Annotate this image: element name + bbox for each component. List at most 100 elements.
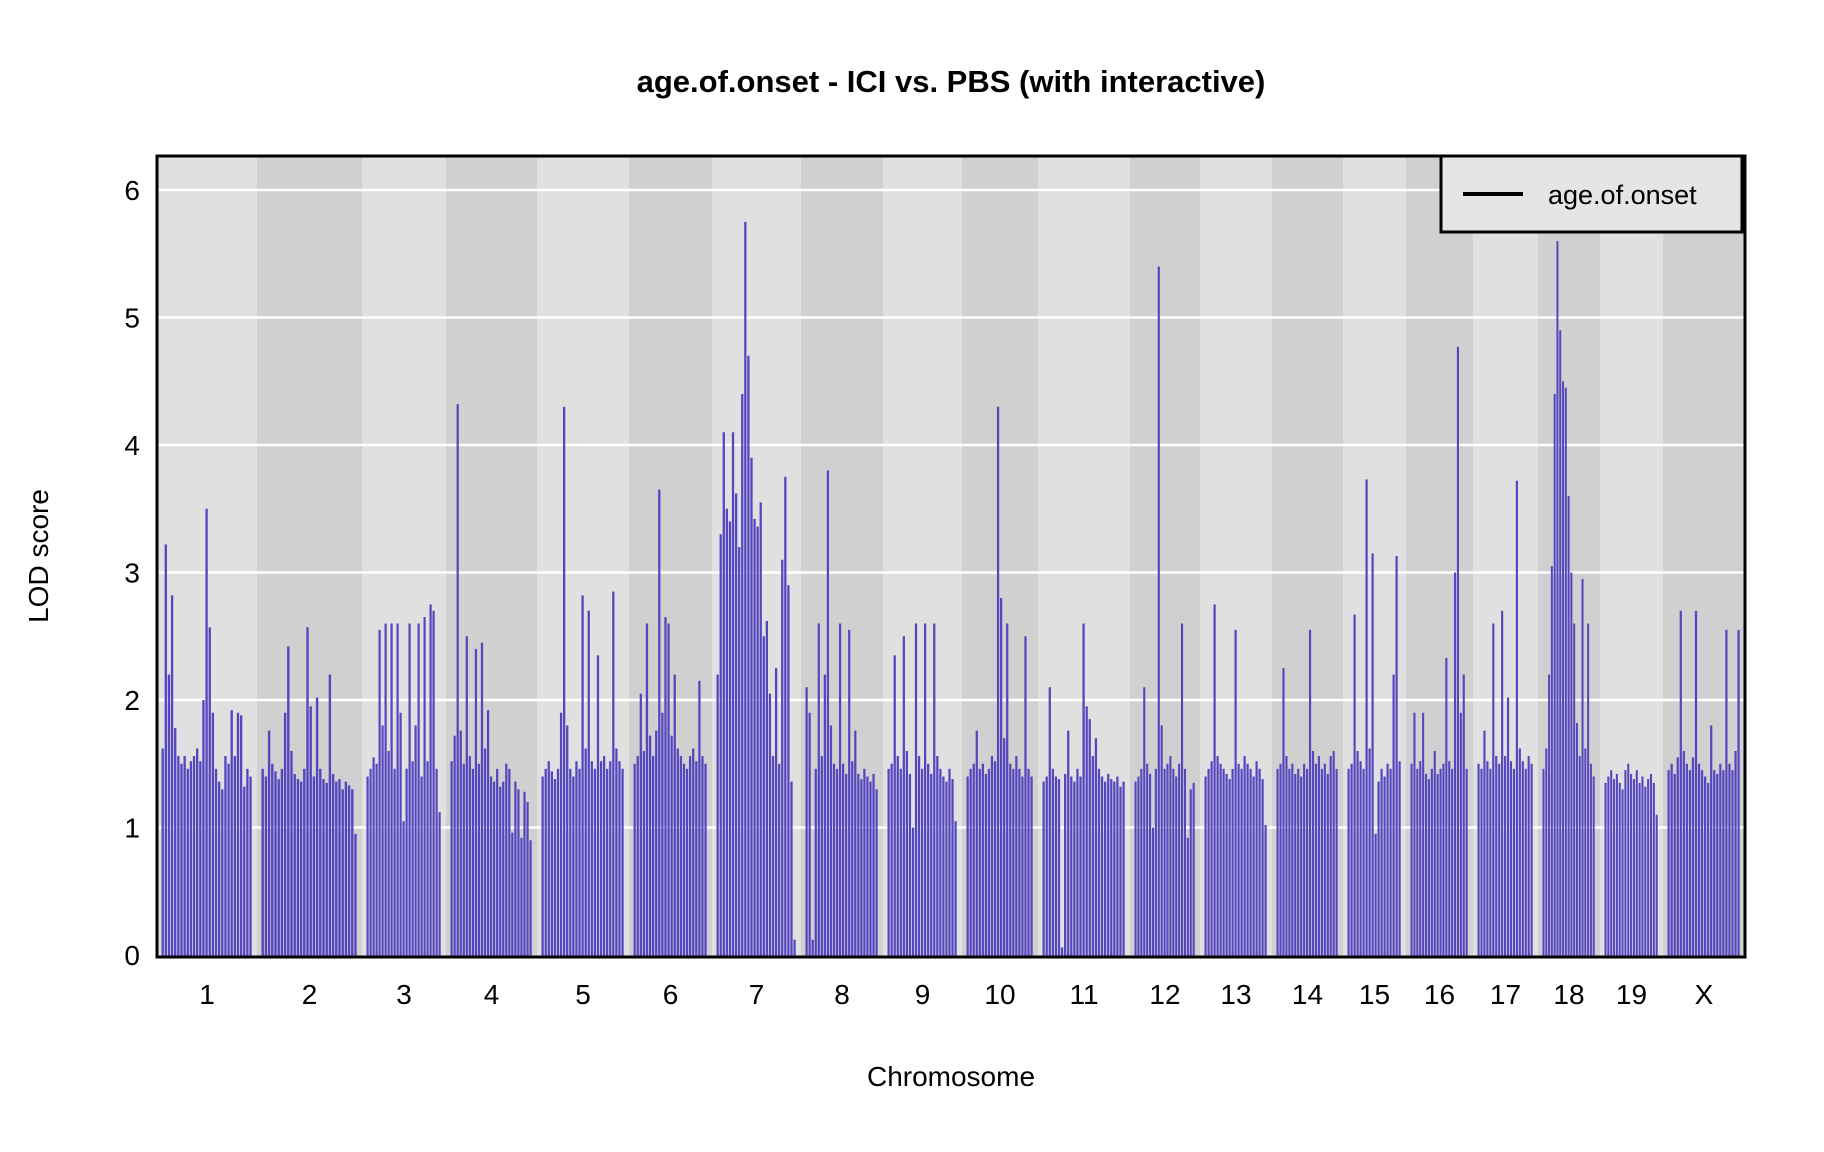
lod-bar-chr1 xyxy=(239,715,243,956)
lod-bar-chr2 xyxy=(287,646,290,956)
lod-bar-chr14 xyxy=(1335,768,1338,956)
lod-bar-chr15 xyxy=(1392,674,1395,956)
lod-bar-chr14 xyxy=(1323,763,1326,956)
lod-bar-chr13 xyxy=(1246,763,1249,956)
lod-bar-chr12 xyxy=(1192,782,1195,956)
lod-bar-chr5 xyxy=(553,779,557,956)
lod-bar-chr18 xyxy=(1548,674,1551,956)
lod-bar-chr16 xyxy=(1427,779,1430,956)
lod-bar-chr9 xyxy=(902,636,905,956)
lod-bar-chr10 xyxy=(993,761,997,956)
lod-bar-chr4 xyxy=(453,735,456,956)
y-tick-labels: 0 1 2 3 4 5 6 xyxy=(124,175,140,971)
lod-bar-chr18 xyxy=(1587,623,1590,956)
lod-bar-chr1 xyxy=(180,763,183,956)
lod-bar-chr8 xyxy=(851,761,854,956)
lod-bar-chr5 xyxy=(550,771,553,956)
lod-bar-chr6 xyxy=(689,756,692,956)
lod-bar-chr6 xyxy=(692,748,695,956)
lod-bar-chr17 xyxy=(1527,756,1530,956)
lod-bar-chr11 xyxy=(1100,776,1104,956)
lod-bar-chr13 xyxy=(1240,768,1243,956)
lod-bar-chr15 xyxy=(1368,748,1371,956)
lod-bar-chr7 xyxy=(716,674,719,956)
lod-bar-chr18 xyxy=(1573,623,1576,956)
lod-bar-chr19 xyxy=(1652,782,1655,956)
x-tick-label-7: 7 xyxy=(749,979,765,1010)
lod-bar-chr4 xyxy=(486,710,490,956)
lod-bar-chrX xyxy=(1694,610,1698,956)
lod-bar-chr17 xyxy=(1498,763,1501,956)
lod-bar-chr11 xyxy=(1051,768,1054,956)
lod-bar-chr6 xyxy=(661,712,664,956)
x-tick-labels: 1 2 3 4 5 6 7 8 9 10 11 12 13 14 15 16 17 18 19 X xyxy=(199,979,1713,1010)
lod-bar-chr3 xyxy=(402,821,405,956)
lod-bar-chr11 xyxy=(1122,781,1125,956)
lod-bar-chr3 xyxy=(372,757,375,956)
lod-bar-chrX xyxy=(1722,770,1725,956)
lod-bar-chr3 xyxy=(417,623,420,956)
lod-bar-chr13 xyxy=(1222,768,1225,956)
lod-bar-chr2 xyxy=(306,627,309,956)
lod-bar-chr13 xyxy=(1264,824,1267,956)
legend: age.of.onset xyxy=(1439,154,1744,234)
lod-bar-chr19 xyxy=(1615,773,1618,956)
lod-bar-chr13 xyxy=(1243,756,1246,956)
lod-bar-chr17 xyxy=(1512,768,1516,956)
lod-bar-chr4 xyxy=(465,636,468,956)
lod-bar-chr4 xyxy=(450,761,453,956)
lod-bar-chr4 xyxy=(526,802,529,956)
lod-bar-chr10 xyxy=(981,763,984,956)
x-tick-label-15: 15 xyxy=(1359,979,1390,1010)
x-tick-label-12: 12 xyxy=(1149,979,1180,1010)
lod-bar-chr5 xyxy=(581,595,584,956)
lod-bar-chr2 xyxy=(264,776,268,956)
lod-bar-chr7 xyxy=(787,585,790,956)
lod-bar-chr14 xyxy=(1306,768,1309,956)
lod-bar-chr3 xyxy=(384,623,387,956)
lod-bar-chr11 xyxy=(1073,781,1076,956)
lod-bar-chr6 xyxy=(698,680,701,956)
lod-bar-chr6 xyxy=(670,735,673,956)
lod-bar-chr10 xyxy=(978,768,981,956)
lod-bar-chr1 xyxy=(233,756,237,956)
lod-bar-chr8 xyxy=(829,725,833,956)
lod-bar-chr16 xyxy=(1465,768,1468,956)
lod-bar-chrX xyxy=(1713,770,1716,956)
lod-bar-chr11 xyxy=(1064,773,1067,956)
lod-bar-chr15 xyxy=(1353,614,1356,956)
lod-bar-chr2 xyxy=(347,785,351,956)
lod-bar-chr3 xyxy=(414,725,417,956)
lod-bar-chr5 xyxy=(606,768,609,956)
lod-bar-chr12 xyxy=(1149,773,1152,956)
lod-bar-chr13 xyxy=(1258,768,1261,956)
lod-bar-chr12 xyxy=(1151,827,1155,956)
lod-bar-chr15 xyxy=(1395,555,1398,956)
lod-bar-chr8 xyxy=(863,768,866,956)
lod-bar-chrX xyxy=(1670,763,1673,956)
lod-bar-chr3 xyxy=(408,623,411,956)
x-tick-label-4: 4 xyxy=(484,979,500,1010)
lod-bar-chr13 xyxy=(1261,779,1264,956)
x-tick-label-3: 3 xyxy=(396,979,412,1010)
lod-bar-chr18 xyxy=(1592,776,1595,956)
lod-bar-chrX xyxy=(1682,751,1685,956)
lod-bar-chr15 xyxy=(1362,768,1365,956)
lod-bar-chr3 xyxy=(366,776,369,956)
lod-bar-chr7 xyxy=(774,668,778,956)
lod-bar-chr10 xyxy=(1003,738,1006,956)
lod-bar-chr19 xyxy=(1632,779,1635,956)
lod-bar-chr8 xyxy=(872,773,875,956)
x-tick-label-14: 14 xyxy=(1292,979,1323,1010)
lod-bar-chr3 xyxy=(375,763,378,956)
lod-bar-chr8 xyxy=(805,687,808,956)
lod-bar-chr19 xyxy=(1649,773,1653,956)
lod-bar-chr9 xyxy=(948,768,951,956)
lod-bar-chr6 xyxy=(658,489,661,956)
lod-bar-chr3 xyxy=(429,604,432,956)
lod-bar-chr15 xyxy=(1398,761,1401,956)
lod-bar-chr1 xyxy=(196,748,199,956)
lod-bar-chr10 xyxy=(990,756,994,956)
lod-bar-chr12 xyxy=(1163,768,1166,956)
lod-bar-chr7 xyxy=(738,547,741,956)
